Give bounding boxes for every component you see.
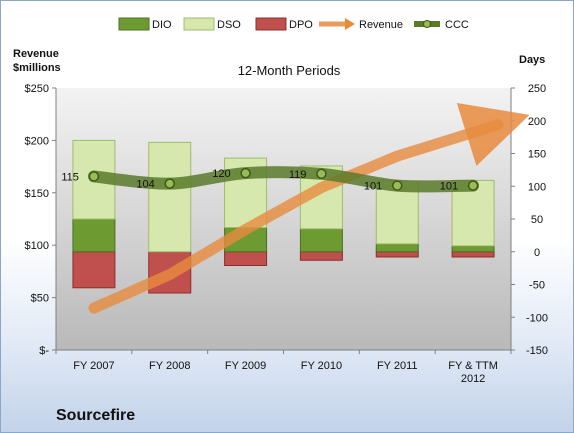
ccc-point (240, 167, 251, 179)
right-axis-title: Days (519, 54, 545, 66)
left-tick-label: $50 (31, 293, 49, 305)
bar-dpo (375, 251, 419, 258)
x-category-label: FY 2011 (377, 360, 418, 372)
legend-swatch-dio (118, 17, 150, 31)
left-tick-label: $200 (25, 135, 49, 147)
x-category-label: 2012 (461, 373, 485, 385)
bar-dio (72, 218, 116, 253)
legend-label: DPO (289, 19, 313, 31)
revenue-arrow (88, 102, 530, 314)
ccc-data-label: 115 (61, 171, 79, 183)
legend-swatch-dso (183, 17, 215, 31)
x-category-label: FY 2007 (73, 360, 114, 372)
left-tick-label: $250 (25, 83, 49, 95)
bar-dio (451, 245, 495, 253)
ccc-data-label: 119 (289, 169, 307, 181)
ccc-data-label: 104 (136, 179, 154, 191)
bar-dpo (451, 251, 495, 258)
plot-area (56, 88, 511, 350)
bar-dpo (299, 251, 343, 261)
legend-swatch-dpo (255, 17, 287, 31)
legend-label: DIO (152, 19, 172, 31)
x-category-label: FY 2009 (225, 360, 266, 372)
right-tick-label: 200 (528, 116, 546, 128)
left-tick-label: $100 (25, 240, 49, 252)
bar-dio (375, 243, 419, 253)
ccc-data-label: 101 (440, 181, 458, 193)
x-category-label: FY 2008 (149, 360, 190, 372)
legend-label: CCC (445, 19, 469, 31)
right-tick-label: -100 (526, 312, 548, 324)
ccc-point (467, 180, 479, 191)
ccc-point (164, 178, 175, 189)
legend-arrowhead (345, 18, 355, 30)
legend-marker-ccc (423, 20, 431, 28)
x-category-label: FY & TTM (448, 360, 498, 372)
legend-label: Revenue (359, 19, 403, 31)
bar-dio (299, 228, 343, 253)
ccc-point (88, 171, 100, 182)
ccc-data-label: 120 (212, 168, 230, 180)
bar-dpo (224, 251, 268, 267)
right-tick-label: 250 (528, 83, 546, 95)
legend-label: DSO (217, 19, 241, 31)
ccc-data-label: 101 (364, 181, 382, 193)
left-tick-label: $- (39, 345, 49, 357)
right-tick-label: -50 (529, 280, 545, 292)
right-tick-label: 50 (531, 214, 543, 226)
left-tick-label: $150 (25, 188, 49, 200)
left-axis-title-line1: Revenue (13, 48, 59, 60)
ccc-point (316, 168, 327, 180)
left-axis-title-line2: $millions (13, 62, 61, 74)
ccc-line (87, 166, 480, 193)
bar-dso (148, 141, 192, 253)
right-tick-label: 150 (528, 149, 546, 161)
right-tick-label: 0 (534, 247, 540, 259)
right-tick-label: 100 (528, 181, 546, 193)
chart-title: 12-Month Periods (238, 63, 341, 78)
ccc-point (392, 180, 403, 191)
x-category-label: FY 2010 (301, 360, 342, 372)
company-name: Sourcefire (56, 407, 136, 424)
bar-dpo (72, 251, 116, 289)
right-tick-label: -150 (526, 345, 548, 357)
